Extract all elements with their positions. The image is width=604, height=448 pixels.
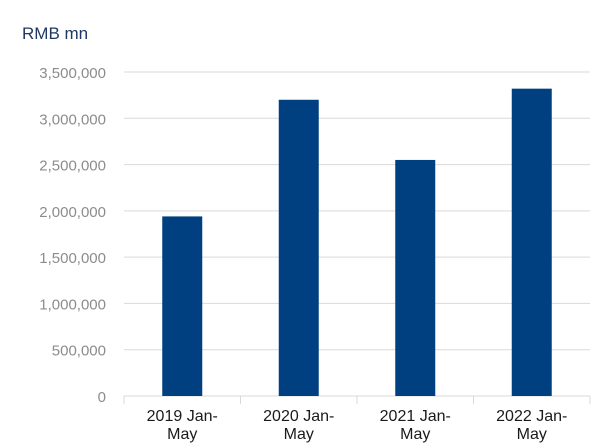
x-category-label: 2022 Jan- [496, 408, 567, 425]
x-category-label: May [517, 426, 547, 443]
y-tick-label: 1,000,000 [39, 296, 106, 313]
y-tick-label: 0 [98, 389, 106, 406]
bar-4 [511, 88, 552, 397]
bar-2 [278, 99, 319, 397]
bar-3 [395, 159, 436, 396]
x-category-label: May [284, 426, 314, 443]
x-category-label: 2019 Jan- [147, 408, 218, 425]
y-tick-label: 500,000 [52, 343, 106, 360]
bar-1 [162, 216, 203, 396]
y-tick-label: 3,000,000 [39, 111, 106, 128]
y-tick-label: 3,500,000 [39, 65, 106, 82]
x-category-label: May [167, 426, 197, 443]
y-tick-label: 2,000,000 [39, 204, 106, 221]
x-category-label: May [400, 426, 430, 443]
x-category-label: 2020 Jan- [263, 408, 334, 425]
x-category-label: 2021 Jan- [380, 408, 451, 425]
y-tick-label: 1,500,000 [39, 250, 106, 267]
y-axis-unit-label: RMB mn [22, 24, 89, 43]
y-tick-label: 2,500,000 [39, 158, 106, 175]
